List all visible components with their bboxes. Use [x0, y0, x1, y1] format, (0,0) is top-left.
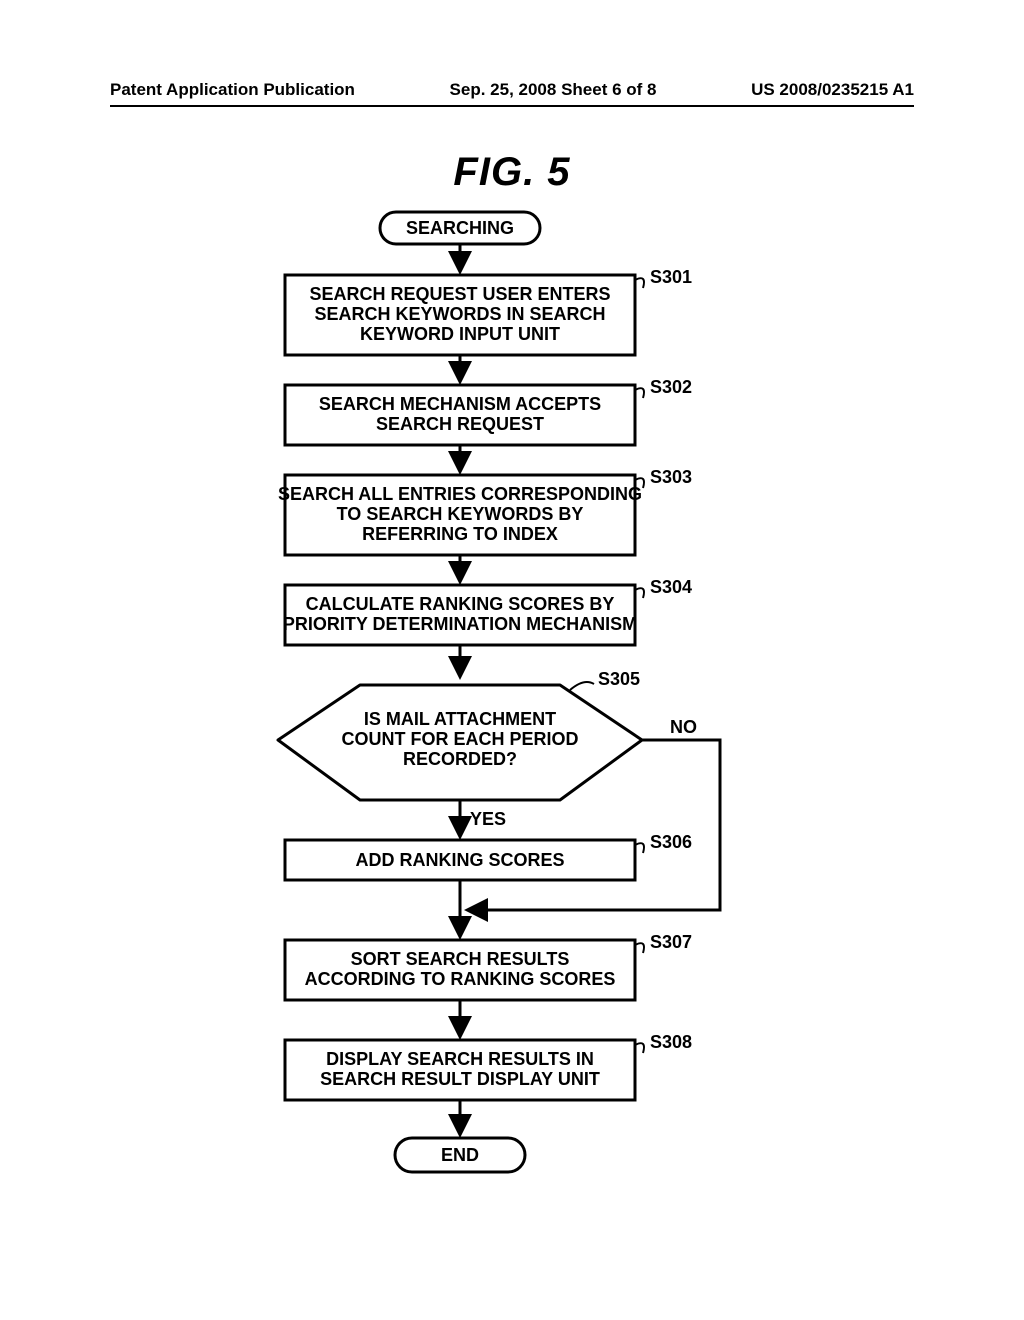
label-s305: S305 — [598, 669, 640, 689]
s305-line2: COUNT FOR EACH PERIOD — [341, 729, 578, 749]
s301-line3: KEYWORD INPUT UNIT — [360, 324, 560, 344]
page-header: Patent Application Publication Sep. 25, … — [0, 80, 1024, 100]
flowchart: SEARCHING SEARCH REQUEST USER ENTERS SEA… — [160, 210, 880, 1210]
s303-line1: SEARCH ALL ENTRIES CORRESPONDING — [278, 484, 642, 504]
node-s305: IS MAIL ATTACHMENT COUNT FOR EACH PERIOD… — [278, 669, 642, 800]
node-end: END — [395, 1138, 525, 1172]
header-rule — [110, 105, 914, 107]
s303-line2: TO SEARCH KEYWORDS BY — [337, 504, 584, 524]
node-s302: SEARCH MECHANISM ACCEPTS SEARCH REQUEST … — [285, 377, 692, 445]
s305-line1: IS MAIL ATTACHMENT — [364, 709, 556, 729]
node-s303: SEARCH ALL ENTRIES CORRESPONDING TO SEAR… — [278, 467, 692, 555]
label-s307: S307 — [650, 932, 692, 952]
node-s306: ADD RANKING SCORES S306 — [285, 832, 692, 880]
s308-line1: DISPLAY SEARCH RESULTS IN — [326, 1049, 594, 1069]
end-label: END — [441, 1145, 479, 1165]
label-s306: S306 — [650, 832, 692, 852]
header-right: US 2008/0235215 A1 — [751, 80, 914, 100]
s301-line2: SEARCH KEYWORDS IN SEARCH — [314, 304, 605, 324]
figure-title: FIG. 5 — [0, 150, 1024, 195]
s305-line3: RECORDED? — [403, 749, 517, 769]
node-start: SEARCHING — [380, 212, 540, 244]
s304-line1: CALCULATE RANKING SCORES BY — [306, 594, 615, 614]
s307-line2: ACCORDING TO RANKING SCORES — [305, 969, 616, 989]
node-s301: SEARCH REQUEST USER ENTERS SEARCH KEYWOR… — [285, 267, 692, 355]
label-s303: S303 — [650, 467, 692, 487]
s308-line2: SEARCH RESULT DISPLAY UNIT — [320, 1069, 600, 1089]
label-s301: S301 — [650, 267, 692, 287]
label-s302: S302 — [650, 377, 692, 397]
start-label: SEARCHING — [406, 218, 514, 238]
s303-line3: REFERRING TO INDEX — [362, 524, 558, 544]
label-yes: YES — [470, 809, 506, 829]
s301-line1: SEARCH REQUEST USER ENTERS — [309, 284, 610, 304]
leader-s305 — [570, 682, 594, 690]
label-no: NO — [670, 717, 697, 737]
node-s308: DISPLAY SEARCH RESULTS IN SEARCH RESULT … — [285, 1032, 692, 1100]
s302-line1: SEARCH MECHANISM ACCEPTS — [319, 394, 601, 414]
page: Patent Application Publication Sep. 25, … — [0, 0, 1024, 1320]
node-s304: CALCULATE RANKING SCORES BY PRIORITY DET… — [283, 577, 692, 645]
s307-line1: SORT SEARCH RESULTS — [351, 949, 570, 969]
header-center: Sep. 25, 2008 Sheet 6 of 8 — [450, 80, 657, 100]
label-s308: S308 — [650, 1032, 692, 1052]
s306-line1: ADD RANKING SCORES — [355, 850, 564, 870]
header-left: Patent Application Publication — [110, 80, 355, 100]
s304-line2: PRIORITY DETERMINATION MECHANISM — [283, 614, 637, 634]
node-s307: SORT SEARCH RESULTS ACCORDING TO RANKING… — [285, 932, 692, 1000]
label-s304: S304 — [650, 577, 692, 597]
s302-line2: SEARCH REQUEST — [376, 414, 544, 434]
